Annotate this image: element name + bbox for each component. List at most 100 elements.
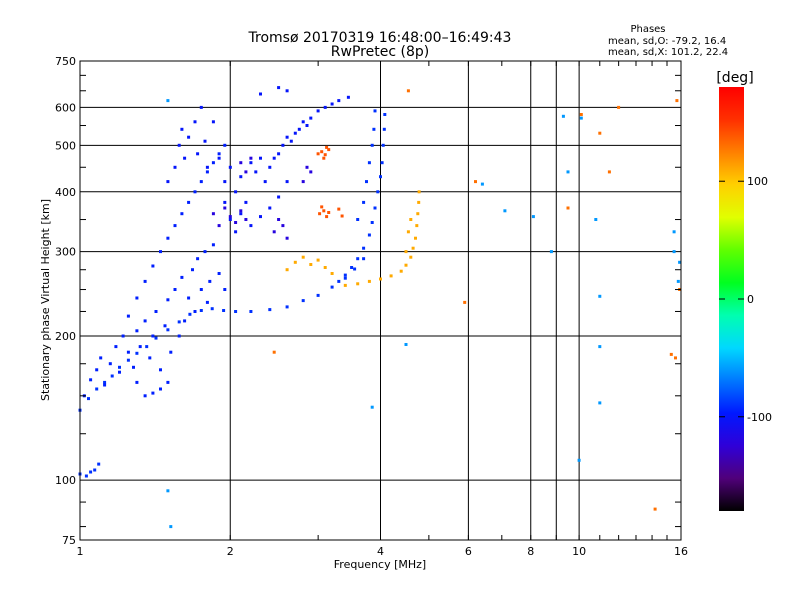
data-point	[285, 180, 289, 184]
data-point	[244, 218, 248, 221]
data-point	[383, 113, 387, 116]
data-point	[223, 288, 227, 291]
data-point	[187, 296, 191, 300]
data-point	[205, 300, 209, 304]
data-point	[188, 312, 192, 316]
data-point	[281, 143, 285, 147]
colorbar-tick-label: -100	[747, 411, 772, 424]
data-point	[289, 139, 293, 143]
data-point	[322, 156, 326, 160]
data-point	[474, 180, 477, 184]
data-point	[205, 170, 209, 174]
data-point	[211, 161, 215, 165]
data-point	[669, 352, 673, 356]
data-point	[285, 236, 289, 240]
data-point	[154, 336, 158, 340]
data-point	[327, 148, 331, 152]
data-point	[379, 175, 382, 179]
data-point	[177, 320, 181, 324]
data-point	[362, 257, 366, 261]
data-point	[414, 236, 417, 240]
data-point	[309, 263, 313, 266]
data-point	[415, 224, 419, 228]
data-point	[199, 105, 203, 109]
data-point	[173, 288, 177, 291]
x-tick-label: 6	[465, 545, 472, 558]
data-point	[199, 180, 203, 184]
data-point	[309, 116, 313, 120]
data-point	[316, 109, 320, 113]
colorbar-ticks: 100 0 -100	[719, 175, 772, 424]
y-tick-label: 750	[55, 55, 76, 68]
data-point	[365, 180, 368, 184]
data-point	[297, 127, 301, 131]
data-point	[409, 218, 413, 221]
data-point	[199, 288, 203, 291]
grid-lines	[80, 61, 681, 540]
y-tick-label: 200	[55, 330, 76, 343]
data-point	[217, 152, 221, 156]
data-point	[277, 86, 281, 90]
data-point	[126, 314, 130, 318]
data-point	[95, 368, 99, 372]
stats-o-mode: mean, sd,O: -79.2, 16.4	[608, 36, 726, 47]
y-axis-label: Stationary phase Virtual Height [km]	[39, 199, 52, 401]
colorbar-tick-label: 0	[747, 293, 754, 306]
data-point	[143, 319, 147, 323]
data-point	[166, 180, 170, 184]
data-point	[316, 293, 320, 297]
data-point	[327, 211, 331, 214]
data-point	[244, 170, 248, 174]
data-point	[503, 209, 507, 213]
data-point	[180, 127, 184, 131]
data-point	[211, 120, 215, 124]
data-point	[370, 405, 374, 409]
data-point	[322, 209, 326, 213]
data-point	[191, 268, 194, 272]
data-point	[367, 233, 371, 237]
data-point	[337, 279, 341, 283]
colorbar-label: [deg]	[716, 70, 753, 86]
data-point	[84, 474, 88, 478]
data-point	[249, 224, 253, 228]
data-point	[259, 92, 262, 96]
x-axis-ticks: 1 2 4 6 8 10 16	[77, 61, 688, 558]
data-point	[330, 272, 334, 275]
data-point	[343, 283, 347, 287]
data-point	[126, 358, 130, 362]
data-point	[143, 394, 147, 398]
data-point	[598, 401, 602, 405]
y-tick-label: 100	[55, 474, 76, 487]
data-point	[305, 165, 309, 169]
data-point	[305, 124, 309, 127]
data-point	[234, 190, 238, 194]
data-point	[380, 161, 384, 165]
data-point	[356, 257, 360, 261]
y-tick-label: 400	[55, 186, 76, 199]
data-point	[367, 161, 371, 165]
data-point	[223, 143, 227, 147]
data-point	[135, 351, 139, 355]
data-point	[362, 246, 366, 250]
data-point	[337, 207, 341, 211]
data-point	[222, 309, 226, 312]
data-point	[674, 356, 677, 360]
data-point	[579, 113, 583, 116]
data-point	[372, 127, 376, 131]
data-point	[135, 380, 139, 384]
data-point	[93, 468, 97, 472]
data-point	[166, 489, 170, 493]
data-point	[180, 212, 184, 216]
data-point	[121, 334, 125, 338]
chart-title: Tromsø 20170319 16:48:00–16:49:43	[248, 30, 512, 46]
data-point	[223, 200, 227, 204]
data-point	[272, 156, 276, 160]
data-point	[177, 143, 181, 147]
data-point	[173, 165, 177, 169]
data-point	[259, 156, 262, 160]
data-point	[325, 145, 329, 149]
data-point	[177, 334, 181, 338]
data-point	[205, 165, 209, 169]
data-point	[549, 250, 553, 254]
